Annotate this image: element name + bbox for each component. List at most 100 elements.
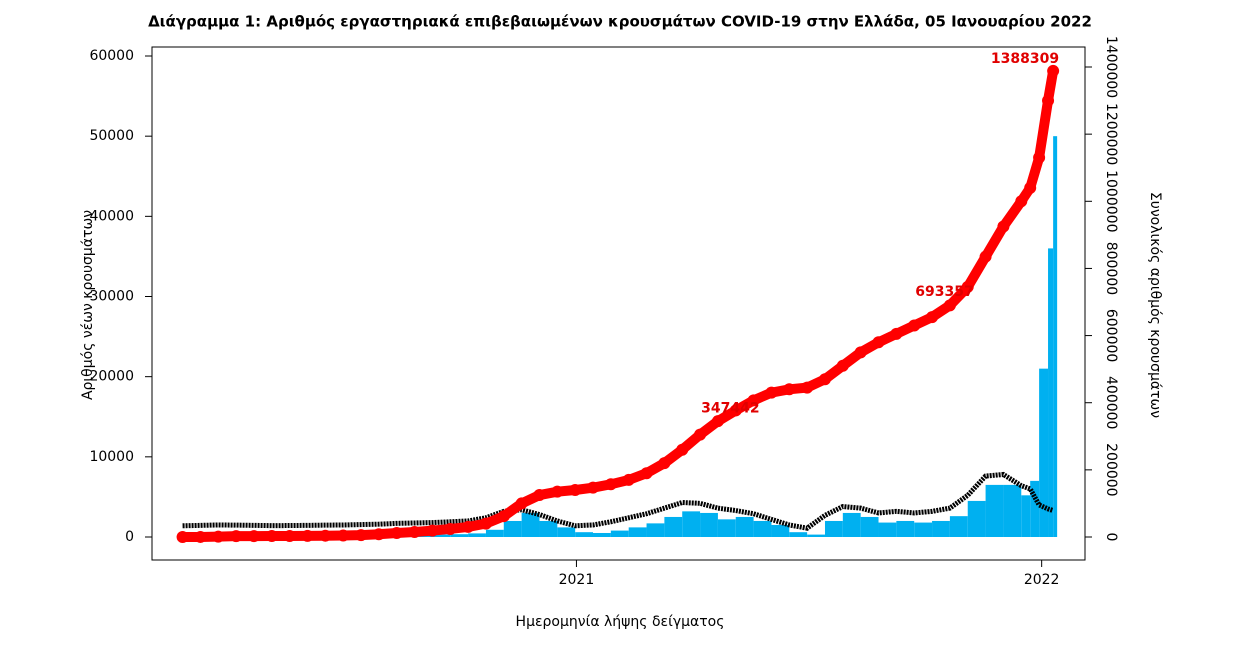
y-tick-label: 0	[125, 529, 134, 545]
y-tick-label: 60000	[89, 48, 134, 64]
cumulative-point	[623, 474, 635, 486]
y-tick-label: 20000	[89, 369, 134, 385]
cumulative-point	[908, 320, 920, 332]
bar	[522, 513, 540, 537]
bar	[629, 527, 647, 537]
bar	[664, 517, 682, 537]
bar	[914, 523, 932, 537]
bar	[682, 511, 700, 537]
bar	[575, 532, 593, 537]
bar	[468, 533, 486, 537]
cumulative-point	[837, 360, 849, 372]
cumulative-point	[337, 530, 349, 542]
y2-tick-label: 400000	[1103, 376, 1119, 429]
cumulative-point	[302, 530, 314, 542]
y2-tick-label: 200000	[1103, 443, 1119, 496]
cumulative-point	[212, 531, 224, 543]
cumulative-point	[284, 530, 296, 542]
bar	[968, 501, 986, 537]
cumulative-point	[248, 530, 260, 542]
bar	[771, 525, 789, 537]
y2-axis-title: Συνολικός αριθμός κρουσμάτων	[1147, 192, 1163, 418]
cumulative-point	[926, 311, 938, 323]
bar	[986, 485, 1004, 537]
cumulative-point	[855, 346, 867, 358]
x-axis-title: Ημερομηνία λήψης δείγματος	[516, 614, 725, 630]
y2-tick-label: 1200000	[1103, 103, 1119, 165]
bar	[1021, 495, 1030, 537]
y2-tick-label: 1400000	[1103, 36, 1119, 98]
bar	[1048, 248, 1053, 537]
cumulative-point	[194, 531, 206, 543]
y2-tick-label: 1000000	[1103, 170, 1119, 232]
cumulative-point	[694, 429, 706, 441]
cumulative-point	[712, 415, 724, 427]
cumulative-point	[319, 530, 331, 542]
cumulative-point	[177, 531, 189, 543]
cumulative-point	[533, 489, 545, 501]
bar	[807, 535, 825, 537]
cumulative-point	[783, 383, 795, 395]
bar	[879, 523, 897, 537]
cumulative-point	[569, 484, 581, 496]
cumulative-point	[641, 467, 653, 479]
bar	[557, 527, 575, 537]
bar	[789, 532, 807, 537]
cumulative-point	[391, 527, 403, 539]
cumulative-point	[801, 382, 813, 394]
cumulative-point	[1033, 152, 1045, 164]
cumulative-point	[605, 478, 617, 490]
bar	[843, 513, 861, 537]
bar	[504, 521, 522, 537]
y-tick-label: 10000	[89, 449, 134, 465]
cumulative-point	[1042, 95, 1054, 107]
x-tick-label: 2022	[1024, 572, 1060, 588]
cumulative-point	[1015, 195, 1027, 207]
cumulative-point	[426, 525, 438, 537]
bar	[647, 523, 665, 537]
bar	[593, 533, 611, 537]
cumulative-point	[587, 482, 599, 494]
bar	[1039, 369, 1048, 537]
bar	[450, 534, 468, 537]
bar	[1053, 136, 1057, 537]
y2-tick-label: 800000	[1103, 242, 1119, 295]
cumulative-point	[480, 518, 492, 530]
y-tick-label: 50000	[89, 128, 134, 144]
cumulative-point	[1024, 182, 1036, 194]
annotation: 347442	[701, 400, 759, 416]
cumulative-point	[409, 526, 421, 538]
y-tick-label: 40000	[89, 208, 134, 224]
chart-title: Διάγραμμα 1: Αριθμός εργαστηριακά επιβεβ…	[148, 13, 1092, 31]
cumulative-point	[516, 497, 528, 509]
annotation: 693357	[915, 284, 973, 300]
x-tick-label: 2021	[559, 572, 595, 588]
cumulative-point	[873, 336, 885, 348]
bar	[932, 521, 950, 537]
cumulative-line	[183, 71, 1054, 537]
bar	[539, 521, 557, 537]
y-tick-label: 30000	[89, 289, 134, 305]
cumulative-point	[765, 387, 777, 399]
cumulative-point	[944, 299, 956, 311]
y2-tick-label: 0	[1103, 533, 1119, 542]
bar	[718, 519, 736, 537]
bar	[861, 517, 879, 537]
cumulative-point	[266, 530, 278, 542]
bar	[611, 531, 629, 537]
cumulative-point	[230, 530, 242, 542]
cumulative-point	[462, 521, 474, 533]
bar	[896, 521, 914, 537]
cumulative-point	[980, 251, 992, 263]
cumulative-point	[355, 529, 367, 541]
bar	[1003, 485, 1021, 537]
bar	[736, 517, 754, 537]
cumulative-point	[373, 528, 385, 540]
cumulative-point	[819, 373, 831, 385]
bar	[825, 521, 843, 537]
cumulative-point	[890, 328, 902, 340]
bar	[754, 521, 772, 537]
y2-tick-label: 600000	[1103, 309, 1119, 362]
cumulative-point	[551, 486, 563, 498]
